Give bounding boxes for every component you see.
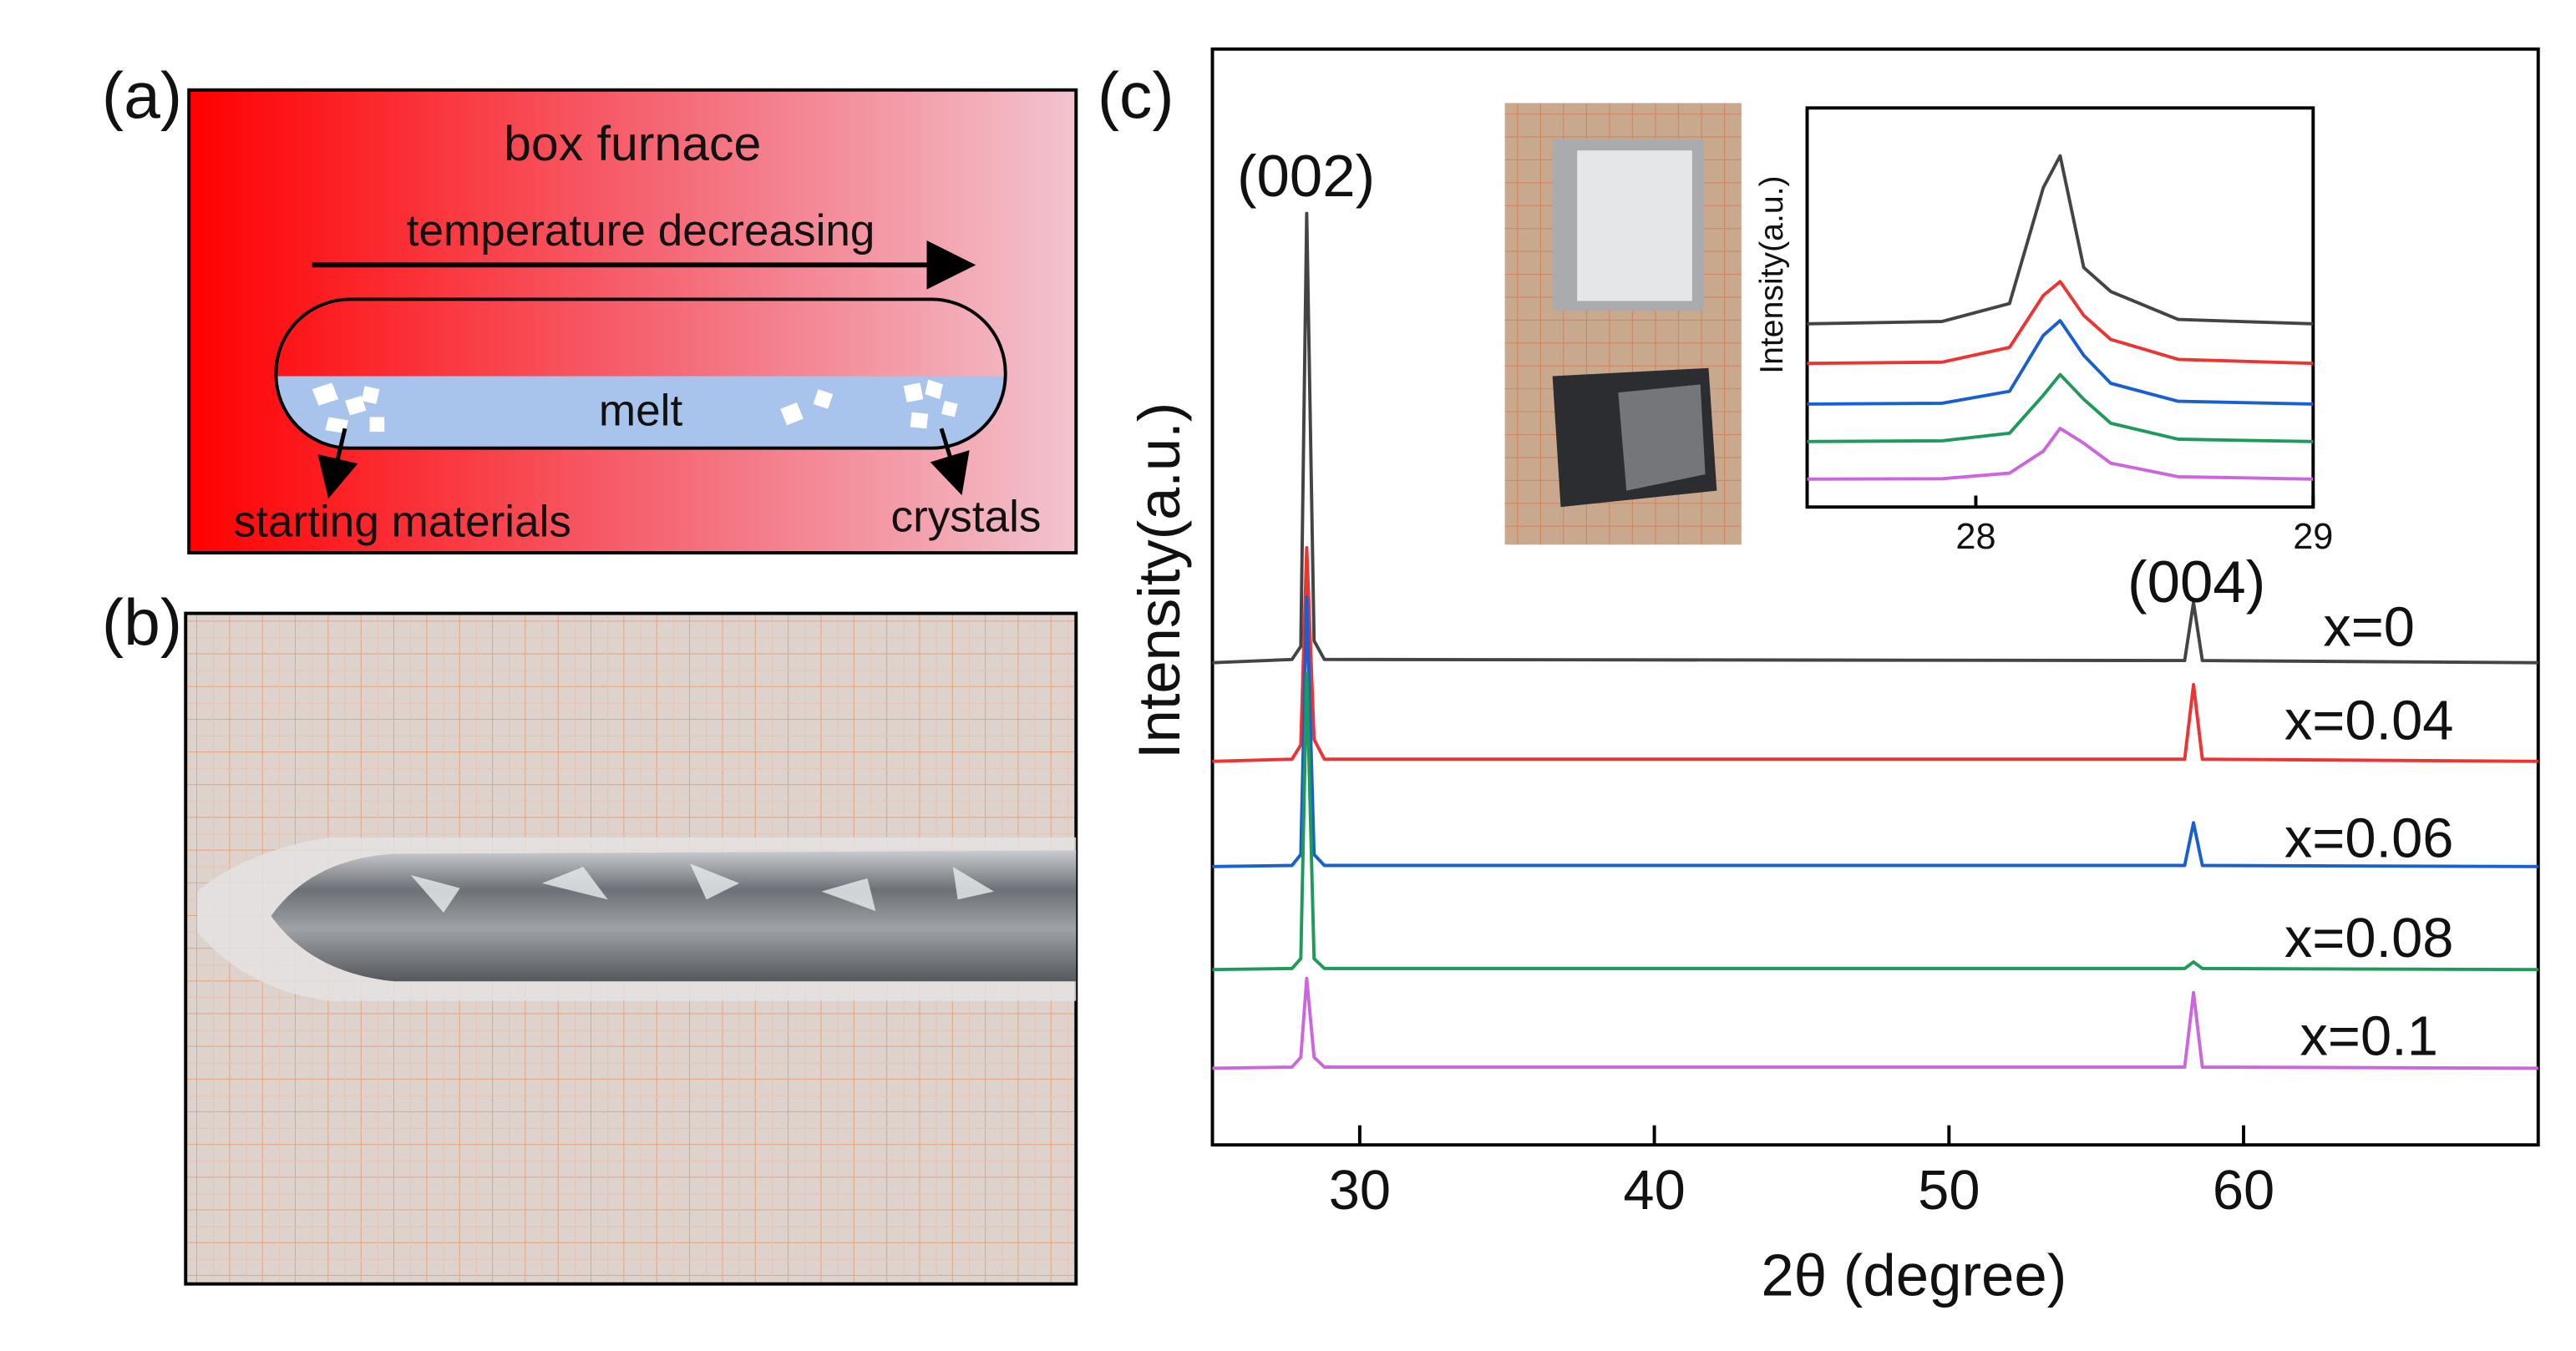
series-label: x=0.08 (2284, 908, 2454, 969)
series-label: x=0.1 (2300, 1006, 2437, 1068)
series-line (1212, 671, 2538, 972)
series-line (1807, 427, 2314, 481)
series-label: x=0 (2323, 597, 2415, 659)
x-tick-label: 29 (2293, 517, 2333, 557)
x-tick-label: 28 (1955, 517, 1995, 557)
melt (276, 376, 1006, 448)
series-line (1212, 545, 2538, 763)
panel-label: (c) (1098, 58, 1174, 132)
series-line (1807, 154, 2314, 326)
series-line (1807, 372, 2314, 443)
series-label: x=0.06 (2284, 808, 2454, 870)
inset-photo (1504, 103, 1742, 545)
plot-frame (1805, 106, 2315, 509)
photo (184, 611, 1078, 1286)
series-line (1212, 211, 2538, 665)
y-axis-label: Intensity(a.u.) (1753, 175, 1790, 373)
peak-label: (004) (2127, 549, 2265, 615)
crystal-pieces (312, 379, 958, 434)
pointer-arrow (317, 428, 358, 499)
series-line (1212, 595, 2538, 868)
arrow-label: temperature decreasing (407, 206, 875, 256)
y-axis-label: Intensity(a.u.) (1126, 402, 1192, 759)
pointer-arrow (930, 428, 970, 496)
furnace-title: box furnace (504, 117, 761, 171)
peak-label: (002) (1237, 143, 1375, 209)
series-line (1807, 319, 2314, 406)
x-tick-label: 30 (1329, 1160, 1391, 1222)
series-line (1807, 280, 2314, 366)
melt-label: melt (599, 386, 683, 435)
x-tick-label: 60 (2213, 1160, 2274, 1222)
plot-frame (1210, 47, 2540, 1147)
ampoule (274, 297, 1007, 450)
x-axis-label: 2θ (degree) (1761, 1242, 2066, 1308)
x-tick-label: 40 (1623, 1160, 1685, 1222)
starting-label: starting materials (234, 498, 571, 547)
series-label: x=0.04 (2284, 691, 2454, 752)
panel-label: (b) (102, 585, 182, 659)
x-tick-label: 50 (1918, 1160, 1980, 1222)
panel-label: (a) (102, 58, 182, 132)
crystals-label: crystals (891, 493, 1042, 542)
series-line (1212, 976, 2538, 1070)
